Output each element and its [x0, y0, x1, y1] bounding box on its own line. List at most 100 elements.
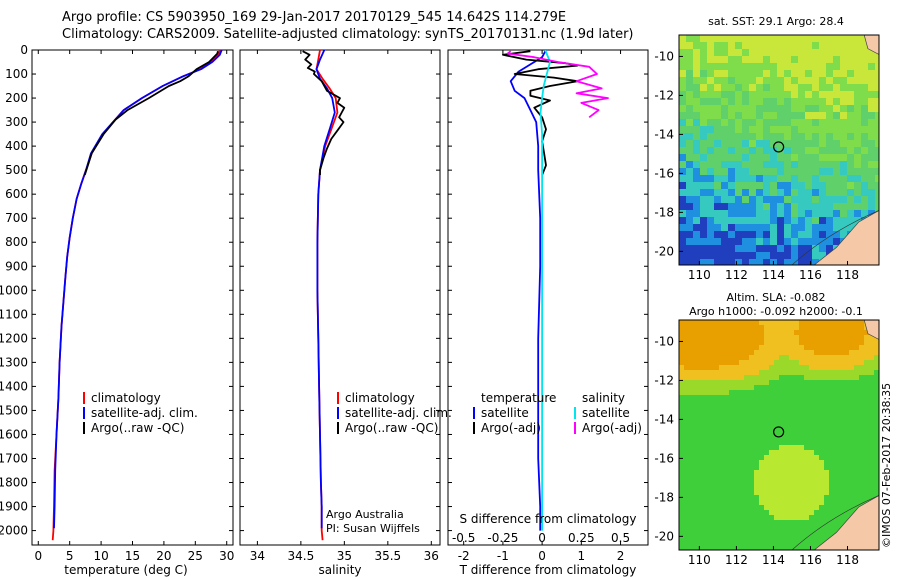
map-cell	[764, 340, 770, 346]
map-cell	[804, 515, 810, 521]
legend-argo: Argo(..raw -QC)	[345, 421, 438, 435]
map-cell	[784, 515, 790, 521]
map-cell	[805, 252, 813, 260]
map-cell	[864, 425, 870, 431]
map-cell	[777, 189, 785, 197]
map-cell	[812, 252, 820, 260]
map-cell	[784, 490, 790, 496]
map-cell	[699, 355, 705, 361]
map-cell	[686, 217, 694, 225]
map-cell	[769, 465, 775, 471]
map-cell	[784, 420, 790, 426]
map-cell	[864, 395, 870, 401]
map-cell	[814, 410, 820, 416]
map-cell	[700, 119, 708, 127]
legend-argo: Argo(..raw -QC)	[91, 421, 184, 435]
map-cell	[756, 77, 764, 85]
map-cell	[769, 445, 775, 451]
map-cell	[794, 460, 800, 466]
map-cell	[699, 480, 705, 486]
map-cell	[739, 525, 745, 531]
map-cell	[864, 365, 870, 371]
map-cell	[868, 49, 876, 57]
map-cell	[704, 365, 710, 371]
temperature-axis-label: temperature (deg C)	[64, 563, 187, 577]
map-cell	[849, 415, 855, 421]
map-cell	[763, 168, 771, 176]
map-cell	[724, 330, 730, 336]
map-cell	[754, 480, 760, 486]
map-cell	[724, 465, 730, 471]
map-cell	[799, 445, 805, 451]
map-cell	[699, 370, 705, 376]
map-cell	[759, 500, 765, 506]
map-cell	[729, 330, 735, 336]
map-cell	[693, 77, 701, 85]
map-cell	[854, 182, 862, 190]
map-cell	[779, 440, 785, 446]
map-cell	[789, 505, 795, 511]
map-cell	[824, 345, 830, 351]
map-cell	[707, 35, 715, 43]
map-cell	[777, 119, 785, 127]
map-cell	[864, 415, 870, 421]
map-cell	[840, 154, 848, 162]
map-cell	[679, 370, 685, 376]
map-cell	[728, 217, 736, 225]
map-cell	[824, 470, 830, 476]
map-cell	[839, 480, 845, 486]
map-cell	[868, 112, 876, 120]
map-cell	[714, 168, 722, 176]
map-cell	[829, 400, 835, 406]
map-cell	[789, 425, 795, 431]
map-cell	[729, 365, 735, 371]
map-cell	[694, 515, 700, 521]
map-cell	[864, 420, 870, 426]
map-cell	[834, 330, 840, 336]
difference-panel: -2 -1 0 1 2-0.5 -0.25 0 0.25 0.5	[447, 49, 649, 563]
map-cell	[719, 420, 725, 426]
map-cell	[798, 161, 806, 169]
map-cell	[779, 420, 785, 426]
map-cell	[774, 335, 780, 341]
map-cell	[686, 252, 694, 260]
map-cell	[789, 540, 795, 546]
map-cell	[844, 465, 850, 471]
map-cell	[749, 460, 755, 466]
x-tick-label: 0	[538, 549, 546, 563]
map-cell	[779, 365, 785, 371]
map-cell	[756, 35, 764, 43]
map-cell	[749, 161, 757, 169]
map-cell	[849, 360, 855, 366]
map-cell	[779, 435, 785, 441]
map-cell	[809, 375, 815, 381]
sla-map-title-2: Argo h1000: -0.092 h2000: -0.1	[689, 305, 863, 318]
map-cell	[799, 530, 805, 536]
map-cell	[694, 415, 700, 421]
series-line-temperature-satellite	[509, 50, 547, 531]
map-cell	[859, 360, 865, 366]
map-cell	[812, 231, 820, 239]
map-cell	[829, 375, 835, 381]
map-cell	[735, 98, 743, 106]
map-cell	[764, 400, 770, 406]
y-tick-label: 1700	[0, 451, 28, 465]
map-cell	[689, 455, 695, 461]
map-cell	[700, 154, 708, 162]
map-cell	[834, 520, 840, 526]
series-line-satellite-adj-clim-	[315, 50, 336, 529]
map-cell	[840, 217, 848, 225]
map-cell	[784, 259, 792, 265]
map-cell	[799, 465, 805, 471]
map-cell	[693, 217, 701, 225]
map-cell	[724, 440, 730, 446]
map-cell	[759, 460, 765, 466]
map-cell	[874, 355, 879, 361]
map-cell	[819, 98, 827, 106]
map-cell	[764, 425, 770, 431]
map-cell	[739, 400, 745, 406]
map-cell	[874, 375, 879, 381]
map-cell	[869, 360, 875, 366]
map-cell	[814, 325, 820, 331]
map-cell	[694, 530, 700, 536]
